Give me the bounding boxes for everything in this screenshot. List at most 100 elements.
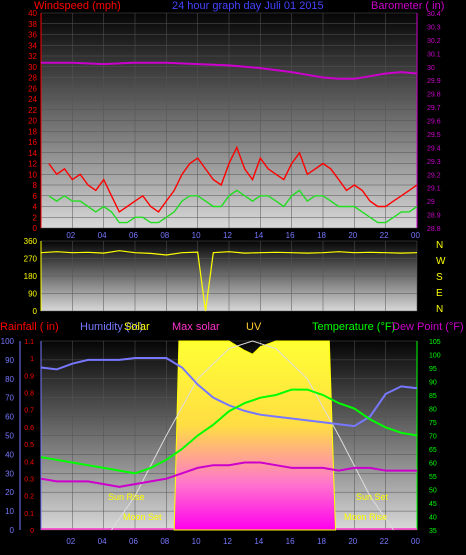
series-humidity — [40, 357, 418, 428]
wind-x-tick: 16 — [286, 231, 295, 240]
graph-title: 24 hour graph day Juli 01 2015 — [172, 0, 324, 12]
sun-set-label: Sun Set — [356, 492, 389, 502]
barometer-label: Barometer ( in) — [371, 0, 444, 12]
temp-x-tick: 14 — [254, 537, 263, 546]
humidity-y-tick: 20 — [5, 488, 14, 497]
rain-y-tick: 1.1 — [24, 339, 34, 346]
wind-y-tick: 12 — [28, 160, 37, 169]
temp-x-tick: 04 — [98, 537, 107, 546]
dir-y-tick: 270 — [24, 255, 38, 264]
temp-x-tick: 06 — [129, 537, 138, 546]
temp-y-tick: 95 — [429, 366, 437, 373]
wind-y-tick: 30 — [28, 63, 37, 72]
solar-fill — [173, 340, 337, 531]
baro-y-tick: 30.4 — [427, 11, 441, 18]
wind-x-tick: 00 — [411, 231, 420, 240]
humidity-y-tick: 30 — [5, 469, 14, 478]
windspeed-label: Windspeed (mph) — [34, 0, 121, 12]
rain-y-tick: 0.4 — [24, 459, 34, 466]
sun-rise-label: Sun Rise — [108, 492, 145, 502]
compass-label: S — [436, 272, 443, 283]
temp-x-tick: 12 — [223, 537, 232, 546]
baro-y-tick: 30.2 — [427, 38, 441, 45]
moon-rise-label: Moon Rise — [344, 512, 387, 522]
baro-y-tick: 29 — [427, 199, 435, 206]
temp-y-tick: 55 — [429, 474, 437, 481]
rain-y-tick: 0.3 — [24, 476, 34, 483]
dir-y-tick: 180 — [24, 272, 38, 281]
humidity-y-tick: 50 — [5, 432, 14, 441]
rainfall-label: Rainfall ( in) — [0, 321, 59, 333]
humidity-y-tick: 40 — [5, 450, 14, 459]
wind-x-tick: 14 — [254, 231, 263, 240]
humidity-label: Humidity (%) — [80, 321, 143, 333]
temp-axis-labels: 010203040506070809010000.10.20.30.40.50.… — [1, 337, 441, 546]
rain-y-tick: 0.5 — [24, 442, 34, 449]
dir-y-tick: 90 — [28, 290, 37, 299]
baro-y-tick: 29.6 — [427, 119, 441, 126]
wind-y-tick: 0 — [33, 224, 38, 233]
temp-y-tick: 100 — [429, 353, 441, 360]
temp-x-tick: 00 — [411, 537, 420, 546]
wind-y-tick: 36 — [28, 31, 37, 40]
wind-y-tick: 40 — [28, 9, 37, 18]
humidity-y-tick: 100 — [1, 337, 15, 346]
wind-y-tick: 22 — [28, 106, 37, 115]
humidity-y-tick: 90 — [5, 356, 14, 365]
wind-x-tick: 02 — [66, 231, 75, 240]
temp-y-tick: 90 — [429, 380, 437, 387]
baro-y-tick: 29.4 — [427, 145, 441, 152]
wind-x-tick: 04 — [98, 231, 107, 240]
baro-y-tick: 29.7 — [427, 105, 441, 112]
series-barometer — [41, 61, 418, 80]
dir-y-tick: 0 — [33, 307, 38, 316]
temp-x-tick: 18 — [317, 537, 326, 546]
baro-y-tick: 30 — [427, 65, 435, 72]
temp-series — [40, 340, 418, 531]
baro-y-tick: 30.3 — [427, 24, 441, 31]
wind-y-tick: 4 — [33, 203, 38, 212]
temp-y-tick: 75 — [429, 420, 437, 427]
baro-y-tick: 28.9 — [427, 213, 441, 220]
wind-y-tick: 10 — [28, 170, 37, 179]
wind-x-tick: 22 — [380, 231, 389, 240]
wind-y-tick: 32 — [28, 52, 37, 61]
temp-x-tick: 20 — [348, 537, 357, 546]
temp-y-tick: 45 — [429, 501, 437, 508]
moon-set-label: Moon Set — [123, 512, 162, 522]
wind-y-tick: 2 — [33, 213, 38, 222]
humidity-y-tick: 80 — [5, 375, 14, 384]
temp-y-tick: 60 — [429, 461, 437, 468]
direction-series — [40, 250, 418, 312]
humidity-y-tick: 10 — [5, 507, 14, 516]
wind-axis-labels: 024681012141618202224262830323436384028.… — [28, 9, 441, 240]
series-dew-point — [40, 461, 417, 488]
wind-y-tick: 28 — [28, 74, 37, 83]
baro-y-tick: 29.9 — [427, 78, 441, 85]
rain-y-tick: 0.8 — [24, 391, 34, 398]
temp-x-tick: 10 — [192, 537, 201, 546]
wind-y-tick: 24 — [28, 95, 37, 104]
temp-y-tick: 50 — [429, 488, 437, 495]
series-gust — [48, 189, 418, 224]
temp-x-tick: 08 — [160, 537, 169, 546]
temp-x-tick: 16 — [286, 537, 295, 546]
wind-y-tick: 6 — [33, 192, 38, 201]
compass-label: N — [436, 240, 443, 251]
wind-series — [41, 61, 418, 224]
baro-y-tick: 29.2 — [427, 172, 441, 179]
temp-y-tick: 70 — [429, 434, 437, 441]
baro-y-tick: 29.3 — [427, 159, 441, 166]
temp-y-tick: 35 — [429, 528, 437, 535]
temp-x-tick: 22 — [380, 537, 389, 546]
wind-x-tick: 06 — [129, 231, 138, 240]
dir-y-tick: 360 — [24, 237, 38, 246]
temperature-label: Temperature (°F) — [312, 321, 395, 333]
wind-y-tick: 26 — [28, 84, 37, 93]
compass-label: N — [436, 304, 443, 315]
baro-y-tick: 29.1 — [427, 186, 441, 193]
compass-label: W — [436, 256, 446, 267]
series-solar — [173, 340, 337, 531]
